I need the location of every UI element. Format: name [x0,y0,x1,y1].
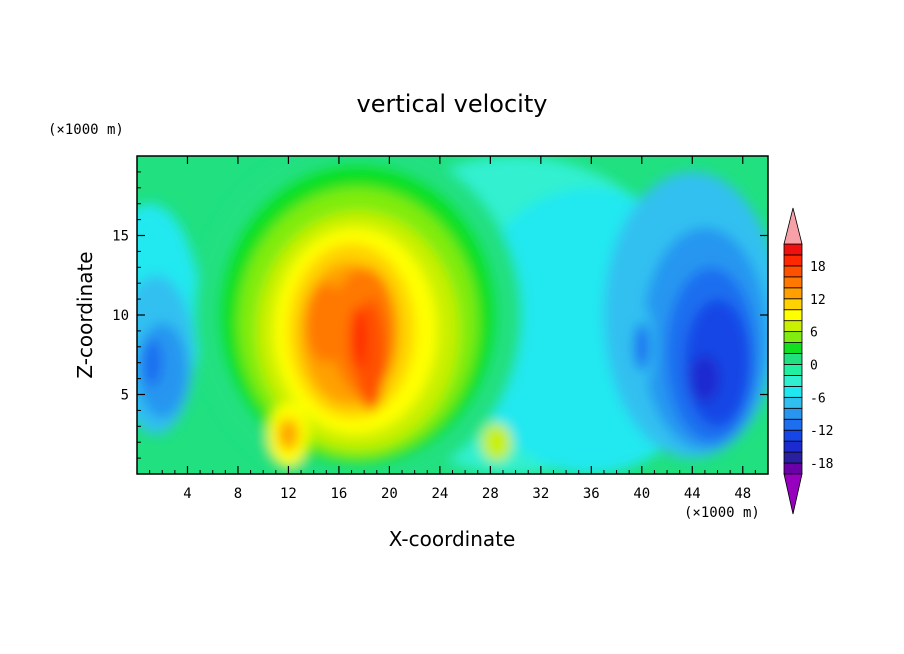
colorbar-swatch [784,310,802,321]
colorbar-swatch [784,430,802,441]
y-axis-label: Z-coordinate [73,251,97,378]
x-tick-label: 36 [583,486,600,502]
colorbar-swatch [784,463,802,474]
colorbar-swatch [784,419,802,430]
colorbar-label: 18 [810,260,826,275]
x-tick-label: 32 [532,486,549,502]
colorbar-swatch [784,386,802,397]
colorbar-swatch [784,343,802,354]
colorbar-swatch [784,244,802,255]
x-tick-label: 44 [684,486,701,502]
colorbar-swatch [784,397,802,408]
y-tick-label: 15 [112,229,129,245]
colorbar: 18 12 6 0 -6 -12 -18 [784,208,833,514]
contour-region [306,283,346,363]
contour-region [690,355,720,403]
colorbar-swatch [784,364,802,375]
colorbar-label: -18 [810,457,833,472]
colorbar-swatch [784,299,802,310]
colorbar-swatch [784,452,802,463]
contour-region [278,418,298,450]
colorbar-under-arrow [784,474,802,514]
colorbar-over-arrow [784,208,802,244]
x-tick-label: 8 [234,486,242,502]
colorbar-label: 0 [810,358,818,373]
y-tick-label: 10 [112,308,129,324]
y-unit-label: (×1000 m) [48,122,124,138]
colorbar-swatch [784,288,802,299]
colorbar-swatch [784,266,802,277]
x-tick-label: 48 [734,486,751,502]
x-tick-label: 12 [280,486,297,502]
colorbar-swatch [784,375,802,386]
contour-region [350,307,365,371]
contour-region [142,339,162,387]
contour-field [99,140,780,490]
contour-chart: vertical velocity (×1000 m) (×1000 m) X-… [0,0,904,654]
x-unit-label: (×1000 m) [684,505,760,521]
colorbar-swatch [784,277,802,288]
colorbar-swatch [784,255,802,266]
x-tick-label: 4 [183,486,191,502]
contour-region [634,323,649,371]
x-axis-label: X-coordinate [389,527,516,551]
colorbar-swatch [784,332,802,343]
colorbar-swatch [784,354,802,365]
x-tick-label: 20 [381,486,398,502]
x-tick-label: 16 [330,486,347,502]
x-tick-label: 28 [482,486,499,502]
contour-region [482,423,512,461]
colorbar-label: -12 [810,424,833,439]
chart-title: vertical velocity [357,90,548,118]
colorbar-label: 12 [810,293,826,308]
colorbar-swatch [784,408,802,419]
colorbar-swatch [784,441,802,452]
colorbar-swatch [784,321,802,332]
y-tick-label: 5 [121,388,129,404]
x-tick-label: 24 [431,486,448,502]
colorbar-label: 6 [810,326,818,341]
x-tick-label: 40 [633,486,650,502]
colorbar-label: -6 [810,391,826,406]
